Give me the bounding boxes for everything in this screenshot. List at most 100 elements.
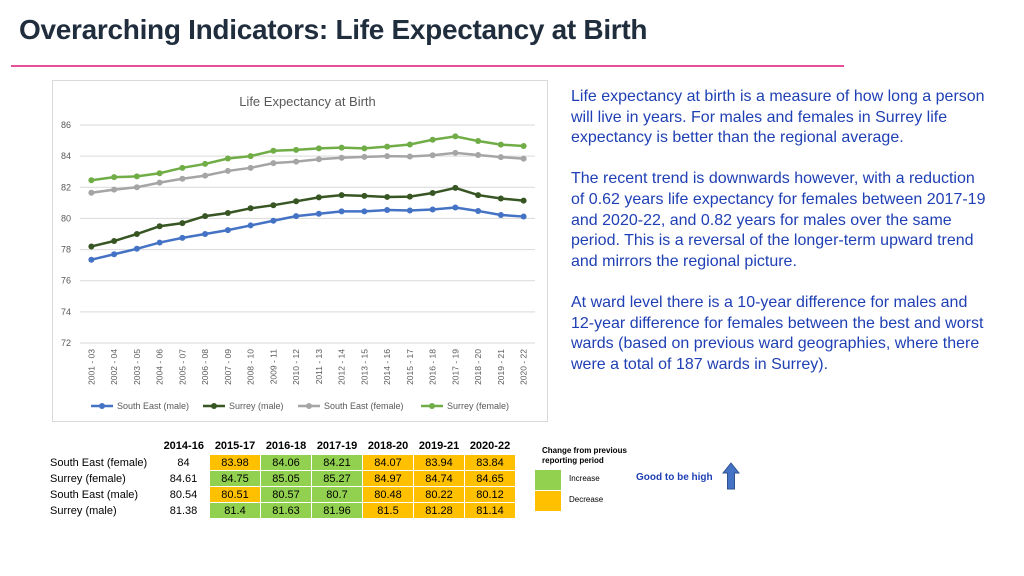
data-point	[520, 155, 527, 162]
table-cell: 81.63	[260, 502, 312, 519]
table-cell: 84.65	[464, 470, 516, 487]
table-cell: 84.75	[209, 470, 261, 487]
data-point	[156, 179, 163, 186]
data-point	[315, 194, 322, 201]
good-to-be-high-label: Good to be high	[636, 472, 713, 483]
table-cell: 81.4	[209, 502, 261, 519]
life-expectancy-chart: Life Expectancy at Birth 72 74 76 78 80 82 84 86…	[52, 80, 548, 422]
table-cell: 80.54	[169, 488, 198, 501]
y-tick-label: 76	[61, 276, 71, 286]
chart-title: Life Expectancy at Birth	[239, 94, 376, 109]
y-tick-label: 84	[61, 151, 71, 161]
x-tick-label: 2009 - 11	[268, 349, 278, 385]
x-tick-label: 2003 - 05	[132, 349, 142, 385]
data-point	[293, 213, 300, 220]
data-point	[497, 195, 504, 202]
x-tick-label: 2013 - 15	[359, 349, 369, 385]
decrease-label: Decrease	[569, 495, 604, 504]
data-point	[361, 192, 368, 199]
x-tick-label: 2010 - 12	[291, 349, 301, 385]
series-line	[91, 135, 524, 182]
up-arrow-icon	[722, 462, 740, 490]
table-column-header: 2017-19	[316, 439, 358, 452]
table-cell: 84.06	[260, 454, 312, 471]
x-tick-label: 2016 - 18	[428, 349, 438, 385]
data-point	[429, 206, 436, 213]
table-header-row: 2014-16 2015-17 2016-18 2017-19 2018-20 …	[46, 437, 516, 455]
table-column-header: 2015-17	[214, 439, 256, 452]
data-point	[452, 133, 459, 140]
data-point	[179, 220, 186, 227]
increase-label: Increase	[569, 474, 600, 483]
legend-marker	[306, 403, 312, 409]
table-cell: 84.97	[362, 470, 414, 487]
table-cell: 83.84	[464, 454, 516, 471]
series-line	[91, 151, 524, 194]
x-tick-label: 2007 - 09	[223, 349, 233, 385]
table-row-label: Surrey (male)	[50, 504, 117, 517]
legend-label: South East (male)	[117, 401, 189, 411]
y-tick-label: 80	[61, 213, 71, 223]
data-point	[315, 210, 322, 217]
x-tick-label: 2005 - 07	[177, 349, 187, 385]
legend-marker	[99, 403, 105, 409]
data-point	[475, 152, 482, 159]
data-point	[406, 193, 413, 200]
data-point	[315, 145, 322, 152]
data-point	[520, 143, 527, 150]
data-point	[361, 208, 368, 215]
x-tick-label: 2008 - 10	[246, 349, 256, 385]
data-point	[338, 192, 345, 199]
x-tick-label: 2015 - 17	[405, 349, 415, 385]
data-point	[179, 234, 186, 241]
data-point	[475, 207, 482, 214]
x-tick-label: 2004 - 06	[155, 349, 165, 385]
x-tick-label: 2001 - 03	[86, 349, 96, 385]
data-point	[361, 153, 368, 160]
y-tick-label: 86	[61, 120, 71, 130]
data-point	[247, 205, 254, 212]
y-tick-label: 72	[61, 338, 71, 348]
data-point	[156, 239, 163, 246]
legend-label: Surrey (female)	[447, 401, 509, 411]
table-cell: 81.38	[169, 504, 198, 517]
data-point	[88, 243, 95, 250]
legend-marker	[211, 403, 217, 409]
table-cell: 83.94	[413, 454, 465, 471]
data-point	[133, 184, 140, 191]
data-point	[202, 172, 209, 179]
table-cell: 81.96	[311, 502, 363, 519]
data-point	[338, 154, 345, 161]
change-key-heading: Change from previous reporting period	[542, 446, 627, 465]
data-point	[111, 251, 118, 258]
data-point	[520, 197, 527, 204]
data-point	[224, 155, 231, 162]
data-point	[406, 153, 413, 160]
data-point	[406, 141, 413, 148]
y-tick-label: 78	[61, 245, 71, 255]
data-point	[361, 145, 368, 152]
table-cell: 84.07	[362, 454, 414, 471]
data-point	[338, 208, 345, 215]
data-point	[406, 207, 413, 214]
legend-label: South East (female)	[324, 401, 404, 411]
table-cell: 80.48	[362, 486, 414, 503]
data-point	[156, 223, 163, 230]
page-title: Overarching Indicators: Life Expectancy …	[19, 14, 648, 45]
table-cell: 80.51	[209, 486, 261, 503]
x-tick-label: 2012 - 14	[337, 349, 347, 385]
series-line	[91, 186, 524, 248]
table-cell: 81.28	[413, 502, 465, 519]
data-point	[429, 190, 436, 197]
description-paragraph: At ward level there is a 10-year differe…	[571, 293, 984, 373]
table-column-header: 2019-21	[418, 439, 460, 452]
data-point	[520, 213, 527, 220]
table-cell: 84.74	[413, 470, 465, 487]
y-tick-label: 82	[61, 182, 71, 192]
table-cell: 80.12	[464, 486, 516, 503]
data-point	[270, 202, 277, 209]
data-point	[384, 193, 391, 200]
data-point	[88, 189, 95, 196]
data-point	[384, 207, 391, 214]
table-cell: 84	[177, 456, 190, 469]
